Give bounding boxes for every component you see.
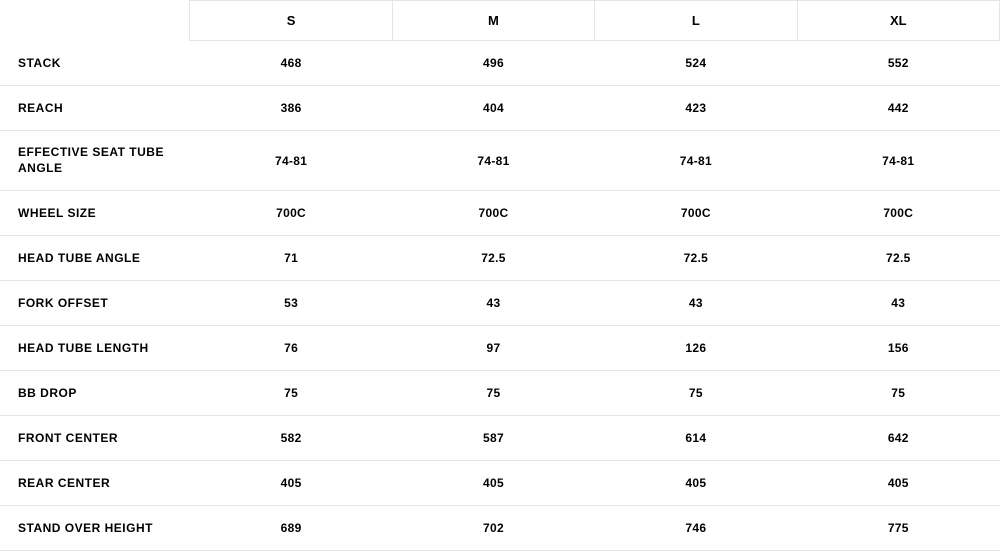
- cell: 72.5: [797, 236, 999, 281]
- row-label: WHEEL SIZE: [0, 191, 190, 236]
- table-row: EFFECTIVE SEAT TUBE ANGLE74-8174-8174-81…: [0, 131, 1000, 191]
- cell: 74-81: [392, 131, 594, 191]
- row-label: HEAD TUBE ANGLE: [0, 236, 190, 281]
- cell: 552: [797, 41, 999, 86]
- cell: 74-81: [595, 131, 797, 191]
- cell: 53: [190, 281, 392, 326]
- cell: 75: [797, 371, 999, 416]
- cell: 126: [595, 326, 797, 371]
- table-body: STACK468496524552REACH386404423442EFFECT…: [0, 41, 1000, 551]
- cell: 72.5: [392, 236, 594, 281]
- cell: 582: [190, 416, 392, 461]
- cell: 442: [797, 86, 999, 131]
- table-row: BB DROP75757575: [0, 371, 1000, 416]
- cell: 496: [392, 41, 594, 86]
- cell: 75: [190, 371, 392, 416]
- cell: 43: [595, 281, 797, 326]
- cell: 524: [595, 41, 797, 86]
- cell: 97: [392, 326, 594, 371]
- cell: 43: [392, 281, 594, 326]
- cell: 156: [797, 326, 999, 371]
- table-row: WHEEL SIZE700C700C700C700C: [0, 191, 1000, 236]
- cell: 642: [797, 416, 999, 461]
- cell: 587: [392, 416, 594, 461]
- cell: 700C: [595, 191, 797, 236]
- cell: 76: [190, 326, 392, 371]
- table-header: S M L XL: [0, 1, 1000, 41]
- table-row: STAND OVER HEIGHT689702746775: [0, 506, 1000, 551]
- cell: 423: [595, 86, 797, 131]
- table-row: HEAD TUBE LENGTH7697126156: [0, 326, 1000, 371]
- table-row: REAR CENTER405405405405: [0, 461, 1000, 506]
- cell: 700C: [190, 191, 392, 236]
- row-label: HEAD TUBE LENGTH: [0, 326, 190, 371]
- cell: 468: [190, 41, 392, 86]
- cell: 689: [190, 506, 392, 551]
- cell: 775: [797, 506, 999, 551]
- table-row: STACK468496524552: [0, 41, 1000, 86]
- row-label: REAR CENTER: [0, 461, 190, 506]
- cell: 700C: [392, 191, 594, 236]
- cell: 75: [392, 371, 594, 416]
- cell: 702: [392, 506, 594, 551]
- cell: 75: [595, 371, 797, 416]
- row-label: FORK OFFSET: [0, 281, 190, 326]
- cell: 43: [797, 281, 999, 326]
- row-label: STAND OVER HEIGHT: [0, 506, 190, 551]
- col-header-l: L: [595, 1, 797, 41]
- cell: 700C: [797, 191, 999, 236]
- row-label: EFFECTIVE SEAT TUBE ANGLE: [0, 131, 190, 191]
- table-row: HEAD TUBE ANGLE7172.572.572.5: [0, 236, 1000, 281]
- row-label: STACK: [0, 41, 190, 86]
- cell: 404: [392, 86, 594, 131]
- header-spacer: [0, 1, 190, 41]
- cell: 405: [595, 461, 797, 506]
- cell: 74-81: [797, 131, 999, 191]
- col-header-s: S: [190, 1, 392, 41]
- row-label: REACH: [0, 86, 190, 131]
- cell: 386: [190, 86, 392, 131]
- cell: 74-81: [190, 131, 392, 191]
- col-header-m: M: [392, 1, 594, 41]
- cell: 405: [190, 461, 392, 506]
- cell: 72.5: [595, 236, 797, 281]
- row-label: FRONT CENTER: [0, 416, 190, 461]
- geometry-table: S M L XL STACK468496524552REACH386404423…: [0, 0, 1000, 551]
- col-header-xl: XL: [797, 1, 999, 41]
- table-row: REACH386404423442: [0, 86, 1000, 131]
- table-row: FORK OFFSET53434343: [0, 281, 1000, 326]
- cell: 746: [595, 506, 797, 551]
- cell: 405: [392, 461, 594, 506]
- cell: 71: [190, 236, 392, 281]
- table-row: FRONT CENTER582587614642: [0, 416, 1000, 461]
- cell: 614: [595, 416, 797, 461]
- row-label: BB DROP: [0, 371, 190, 416]
- cell: 405: [797, 461, 999, 506]
